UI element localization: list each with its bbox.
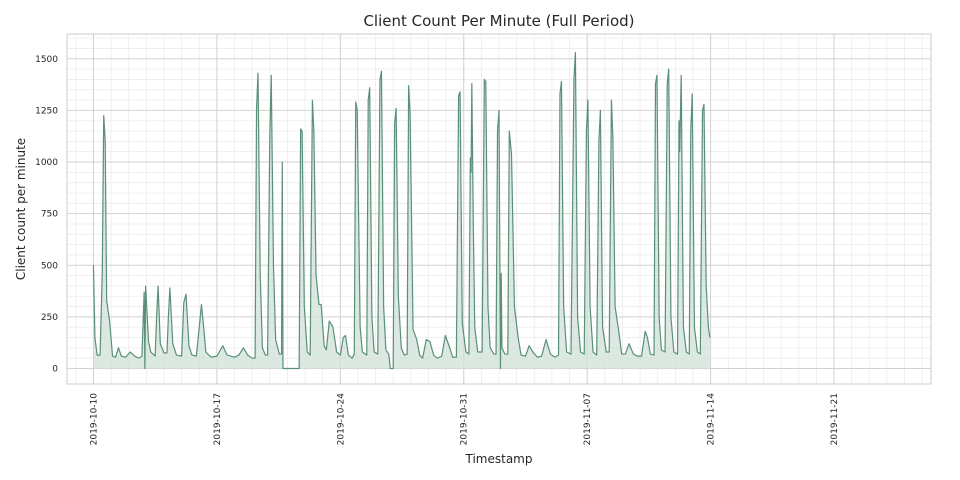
x-axis-title: Timestamp (465, 452, 533, 466)
x-axis-ticks: 2019-10-10 2019-10-17 2019-10-24 2019-10-31… (89, 393, 840, 446)
y-tick-label: 1250 (35, 106, 58, 116)
x-tick-label: 2019-11-07 (583, 393, 593, 445)
x-tick-label: 2019-10-31 (460, 393, 470, 445)
x-tick-label: 2019-11-14 (707, 393, 717, 446)
y-tick-label: 0 (52, 365, 58, 375)
y-axis-title: Client count per minute (14, 138, 28, 280)
y-tick-label: 750 (41, 210, 58, 220)
x-tick-label: 2019-10-24 (336, 393, 346, 446)
y-tick-label: 1500 (35, 55, 58, 65)
x-tick-label: 2019-11-21 (830, 393, 840, 445)
y-axis-ticks: 0 250 500 750 1000 1250 1500 (35, 55, 58, 375)
y-tick-label: 500 (41, 261, 58, 271)
chart-title: Client Count Per Minute (Full Period) (363, 12, 634, 30)
x-tick-label: 2019-10-17 (213, 393, 223, 445)
y-tick-label: 1000 (35, 158, 58, 168)
x-tick-label: 2019-10-10 (89, 393, 99, 446)
y-tick-label: 250 (41, 313, 58, 323)
